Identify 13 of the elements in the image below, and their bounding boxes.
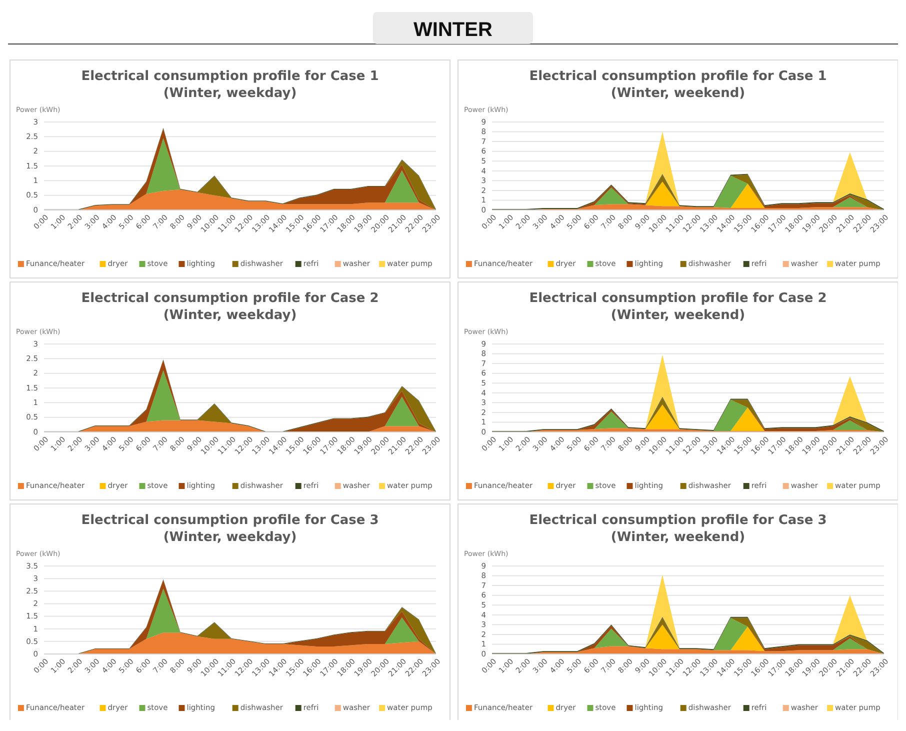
chart-subtitle: (Winter, weekend) [610, 86, 746, 101]
chart-subtitle: (Winter, weekday) [163, 308, 297, 323]
chart-subtitle: (Winter, weekend) [610, 530, 746, 545]
chart-subtitle: (Winter, weekday) [163, 530, 297, 545]
chart-title: Electrical consumption profile for Case 3 [529, 513, 827, 528]
text: WINTER [414, 19, 493, 41]
chart-title: Electrical consumption profile for Case 2 [81, 291, 379, 306]
chart-subtitle: (Winter, weekday) [163, 86, 297, 101]
chart-title: Electrical consumption profile for Case 3 [81, 513, 379, 528]
chart-title: Electrical consumption profile for Case 1 [529, 69, 827, 84]
chart-title: Electrical consumption profile for Case 1 [81, 69, 379, 84]
chart-title: Electrical consumption profile for Case 2 [529, 291, 827, 306]
chart-subtitle: (Winter, weekend) [610, 308, 746, 323]
